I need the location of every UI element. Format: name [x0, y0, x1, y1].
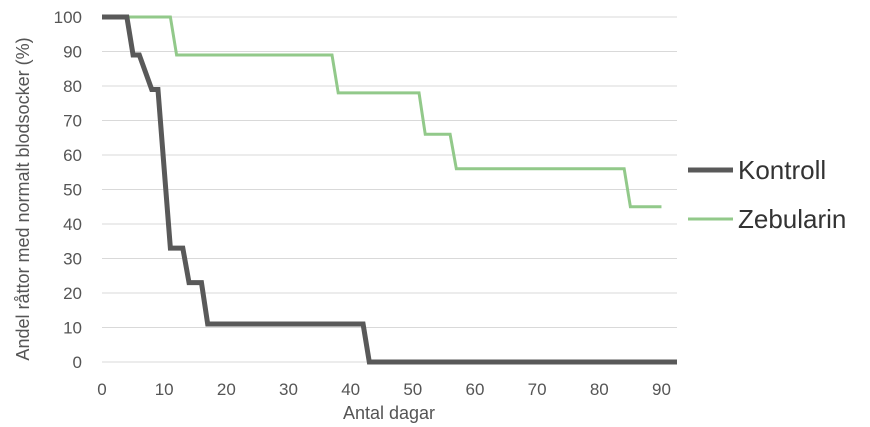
y-tick-label: 70 [63, 112, 82, 131]
x-tick-label: 90 [652, 380, 671, 399]
series-layer [102, 14, 677, 365]
x-tick-label: 20 [217, 380, 236, 399]
x-tick-label: 40 [341, 380, 360, 399]
y-tick-label: 100 [54, 8, 82, 27]
y-tick-label: 0 [73, 353, 82, 372]
y-tick-label: 60 [63, 146, 82, 165]
gridlines [102, 16, 677, 363]
series-line-kontroll [102, 14, 677, 365]
x-tick-labels: 0 10 20 30 40 50 60 70 80 90 [97, 380, 671, 399]
legend-label-kontroll: Kontroll [738, 155, 826, 185]
y-tick-label: 40 [63, 215, 82, 234]
x-tick-label: 60 [466, 380, 485, 399]
y-tick-label: 30 [63, 250, 82, 269]
y-tick-label: 10 [63, 319, 82, 338]
y-tick-labels: 0 10 20 30 40 50 60 70 80 90 100 [54, 8, 82, 372]
x-tick-label: 30 [279, 380, 298, 399]
x-tick-label: 50 [403, 380, 422, 399]
y-tick-label: 20 [63, 284, 82, 303]
x-tick-label: 80 [590, 380, 609, 399]
legend-label-zebularin: Zebularin [738, 204, 846, 234]
x-tick-label: 10 [155, 380, 174, 399]
y-tick-label: 80 [63, 77, 82, 96]
series-line-zebularin [102, 15, 662, 209]
y-tick-label: 90 [63, 43, 82, 62]
x-tick-label: 0 [97, 380, 106, 399]
legend: Kontroll Zebularin [688, 155, 846, 234]
y-axis-title: Andel råttor med normalt blodsocker (%) [13, 37, 33, 360]
x-axis-title: Antal dagar [343, 403, 435, 423]
y-tick-label: 50 [63, 181, 82, 200]
x-tick-label: 70 [528, 380, 547, 399]
